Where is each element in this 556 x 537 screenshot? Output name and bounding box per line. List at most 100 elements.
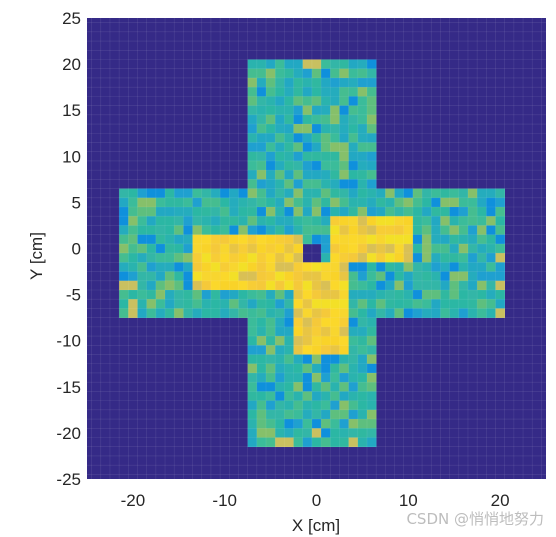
heatmap-cell bbox=[220, 207, 230, 217]
heatmap-cell bbox=[302, 142, 313, 152]
heatmap-cell bbox=[330, 77, 340, 88]
heatmap-cell bbox=[431, 243, 441, 254]
heatmap-cell bbox=[284, 428, 294, 438]
heatmap-cell bbox=[357, 234, 368, 245]
heatmap-cell bbox=[311, 225, 322, 235]
heatmap-cell bbox=[385, 188, 395, 199]
heatmap-cell bbox=[330, 391, 340, 401]
heatmap-cell bbox=[247, 142, 258, 152]
heatmap-cell bbox=[321, 299, 331, 309]
heatmap-cell bbox=[376, 197, 386, 208]
heatmap-cell bbox=[128, 280, 138, 291]
heatmap-cell bbox=[128, 188, 138, 199]
heatmap-cell bbox=[440, 262, 450, 272]
heatmap-cell bbox=[284, 207, 294, 217]
heatmap-cell bbox=[266, 262, 276, 272]
heatmap-cell bbox=[412, 253, 423, 263]
heatmap-cell bbox=[275, 77, 285, 88]
heatmap-cell bbox=[256, 234, 267, 245]
heatmap-cell bbox=[376, 234, 386, 245]
heatmap-cell bbox=[183, 207, 193, 217]
heatmap-cell bbox=[266, 243, 276, 254]
heatmap-cell bbox=[302, 336, 313, 346]
heatmap-cell bbox=[477, 280, 487, 291]
heatmap-cell bbox=[174, 289, 184, 300]
heatmap-cell bbox=[247, 391, 258, 401]
heatmap-cell bbox=[440, 243, 450, 254]
heatmap-cell bbox=[311, 96, 322, 106]
heatmap-cell bbox=[394, 253, 405, 263]
heatmap-cell bbox=[422, 216, 432, 226]
heatmap-cell bbox=[311, 289, 322, 300]
heatmap-cell bbox=[284, 372, 294, 383]
heatmap-cell bbox=[330, 299, 340, 309]
heatmap-cell bbox=[284, 234, 294, 245]
heatmap-cell bbox=[366, 188, 377, 199]
heatmap-cell bbox=[266, 68, 276, 79]
heatmap-cell bbox=[155, 234, 166, 245]
heatmap-cell bbox=[220, 299, 230, 309]
heatmap-cell bbox=[348, 114, 359, 125]
heatmap-cell bbox=[275, 68, 285, 79]
heatmap-cell bbox=[293, 253, 304, 263]
heatmap-cell bbox=[293, 317, 304, 328]
heatmap-cell bbox=[385, 207, 395, 217]
heatmap-cell bbox=[495, 253, 505, 263]
heatmap-cell bbox=[256, 363, 267, 374]
heatmap-cell bbox=[348, 243, 359, 254]
heatmap-cell bbox=[357, 428, 368, 438]
heatmap-cell bbox=[339, 363, 349, 374]
heatmap-cell bbox=[247, 170, 258, 180]
heatmap-cell bbox=[440, 308, 450, 318]
heatmap-cell bbox=[275, 345, 285, 355]
heatmap-cell bbox=[174, 188, 184, 199]
heatmap-cell bbox=[256, 188, 267, 199]
heatmap-cell bbox=[321, 243, 331, 254]
heatmap-cell bbox=[357, 96, 368, 106]
heatmap-cell bbox=[192, 253, 203, 263]
heatmap-cell bbox=[266, 179, 276, 189]
heatmap-cell bbox=[275, 437, 285, 448]
heatmap-cell bbox=[394, 299, 405, 309]
heatmap-cell bbox=[275, 262, 285, 272]
heatmap-cell bbox=[137, 262, 147, 272]
heatmap-cell bbox=[311, 170, 322, 180]
heatmap-cell bbox=[256, 133, 267, 143]
heatmap-cell bbox=[128, 308, 138, 318]
heatmap-cell bbox=[431, 299, 441, 309]
heatmap-cell bbox=[247, 105, 258, 116]
heatmap-cell bbox=[357, 363, 368, 374]
heatmap-cell bbox=[311, 234, 322, 245]
heatmap-cell bbox=[339, 400, 349, 411]
heatmap-cell bbox=[477, 262, 487, 272]
heatmap-cell bbox=[238, 197, 248, 208]
heatmap-cell bbox=[339, 225, 349, 235]
heatmap-cell bbox=[128, 253, 138, 263]
heatmap-cell bbox=[146, 225, 157, 235]
heatmap-cell bbox=[311, 216, 322, 226]
heatmap-cell bbox=[256, 400, 267, 411]
heatmap-cell bbox=[440, 197, 450, 208]
heatmap-cell bbox=[256, 280, 267, 291]
heatmap-cell bbox=[293, 188, 304, 199]
heatmap-cell bbox=[192, 299, 203, 309]
heatmap-cell bbox=[275, 243, 285, 254]
heatmap-cell bbox=[412, 234, 423, 245]
heatmap-cell bbox=[146, 262, 157, 272]
heatmap-cell bbox=[302, 363, 313, 374]
heatmap-cell bbox=[366, 96, 377, 106]
heatmap-cell bbox=[201, 188, 212, 199]
heatmap-cell bbox=[302, 354, 313, 365]
heatmap-cell bbox=[146, 188, 157, 199]
heatmap-cell bbox=[412, 225, 423, 235]
heatmap-cell bbox=[348, 207, 359, 217]
heatmap-cell bbox=[348, 336, 359, 346]
heatmap-cell bbox=[458, 216, 469, 226]
heatmap-cell bbox=[284, 253, 294, 263]
heatmap-cell bbox=[284, 289, 294, 300]
heatmap-cell bbox=[293, 363, 304, 374]
heatmap-cell bbox=[146, 299, 157, 309]
heatmap-cell bbox=[275, 133, 285, 143]
heatmap-cell bbox=[366, 299, 377, 309]
heatmap-cell bbox=[293, 77, 304, 88]
